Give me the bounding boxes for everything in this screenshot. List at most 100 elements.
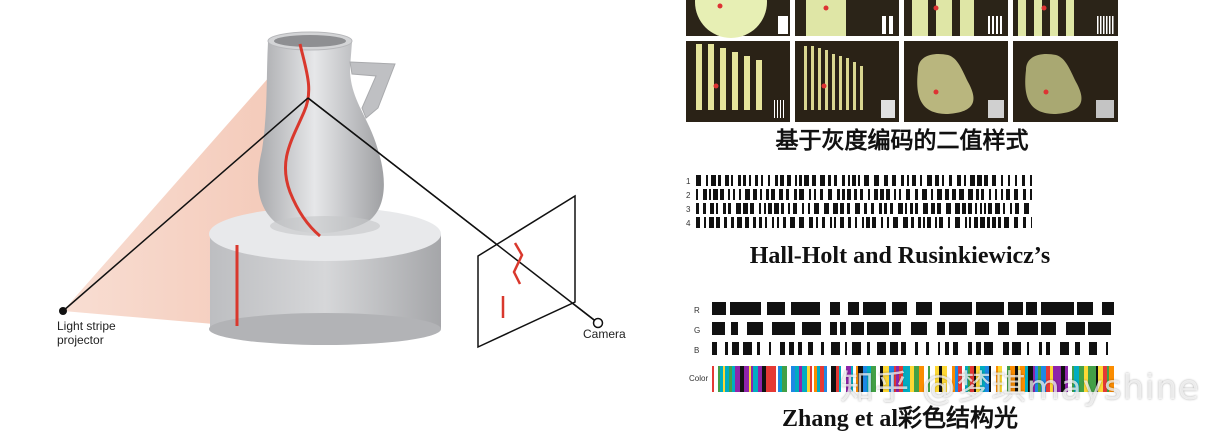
zhang-channel-stripe [845,342,847,355]
hall-holt-stripe [995,203,1000,214]
zhang-channel-stripe [953,342,958,355]
hall-holt-stripe [962,203,966,214]
zhang-channel-stripe [757,342,760,355]
hall-holt-stripe [783,217,786,228]
zhang-color-stripe [720,366,723,392]
hall-holt-stripe [959,189,964,200]
patterns-panel: 基于灰度编码的二值样式 1 2 3 4 Hall-Holt and Rusink… [680,0,1219,440]
zhang-color-stripe [1065,366,1068,392]
hall-holt-stripe [989,189,991,200]
hall-holt-stripe [898,203,903,214]
zhang-color-stripe [976,366,980,392]
hall-holt-stripe [980,217,985,228]
zhang-color-stripe [856,366,858,392]
hall-holt-stripe [696,203,699,214]
hall-holt-stripe [879,203,882,214]
hall-holt-stripe [955,203,960,214]
zhang-color-stripe [1015,366,1018,392]
zhang-channel-stripe [747,322,763,335]
hall-holt-stripe [948,217,950,228]
hall-holt-stripe [977,175,982,186]
zhang-color-stripe [807,366,810,392]
hall-holt-stripe [976,189,979,200]
hall-holt-stripe [709,189,711,200]
zhang-channel-stripe [725,342,728,355]
zhang-color-stripe [791,366,795,392]
hall-holt-stripe [848,175,850,186]
hall-holt-stripe [794,189,797,200]
hall-holt-stripe [862,217,864,228]
zhang-color-stripe [712,366,714,392]
hall-holt-stripe [1010,203,1012,214]
zhang-color-stripe [766,366,771,392]
hall-holt-stripe [703,189,707,200]
zhang-channel-stripe [867,342,870,355]
zhang-color-stripe [762,366,766,392]
hall-holt-stripe [716,217,720,228]
zhang-color-stripe [782,366,787,392]
zhang-color-stripe [863,366,867,392]
zhang-channel-stripe [712,322,725,335]
hall-holt-stripe [912,175,916,186]
camera-ray-2 [307,97,599,324]
hall-holt-stripe [833,203,838,214]
zhang-channel-stripe [1046,342,1050,355]
zhang-color-stripe [753,366,758,392]
zhang-channel-stripe [863,302,886,315]
hall-holt-stripe [728,189,730,200]
zhang-color-stripe [876,366,880,392]
zhang-channel-stripe [867,322,889,335]
hall-holt-stripe [937,203,941,214]
hall-holt-stripe [772,217,774,228]
zhang-channel-stripe [802,322,821,335]
zhang-channel-stripe [1008,302,1023,315]
hall-holt-stripe [872,217,876,228]
zhang-color-stripe [896,366,899,392]
zhang-channel-stripe [1106,342,1108,355]
hall-holt-stripe [992,217,996,228]
zhang-channel-stripe [772,322,795,335]
zhang-color-stripe [1074,366,1079,392]
hall-holt-caption: Hall-Holt and Rusinkiewicz’s [749,243,1051,269]
projector-label: Light stripe projector [57,319,116,347]
zhang-color-stripe [1084,366,1088,392]
hall-holt-stripe [808,203,810,214]
zhang-color-stripe [887,366,889,392]
hall-holt-stripe [886,189,890,200]
zhang-color-stripe [880,366,883,392]
hall-holt-stripe [750,203,754,214]
zhang-color-stripe [851,366,853,392]
hall-holt-stripe [864,203,867,214]
zhang-channel-stripe [940,302,972,315]
hall-holt-stripe [755,175,758,186]
hall-holt-stripe [768,175,770,186]
zhang-color-stripe [1103,366,1107,392]
hall-holt-stripe [847,189,851,200]
hall-holt-stripe [830,217,832,228]
hall-holt-stripe [968,189,973,200]
zhang-color-stripe [714,366,718,392]
hall-holt-stripe [969,217,971,228]
hall-holt-stripe [809,217,813,228]
zhang-channel-stripe [1012,342,1021,355]
zhang-color-stripe [732,366,735,392]
hall-holt-stripe [866,217,870,228]
zhang-color-stripe [787,366,791,392]
hall-holt-stripe-patterns [696,175,1032,228]
zhang-row-label-b: B [694,346,700,355]
hall-holt-stripe [743,203,748,214]
vase-opening [274,35,346,47]
diagram-canvas [59,31,604,349]
hall-holt-stripe [992,175,996,186]
projector-ray [62,97,309,312]
zhang-channel-stripe [1089,342,1097,355]
zhang-color-stripe [1010,366,1015,392]
hall-holt-stripe [1015,203,1019,214]
hall-holt-stripe [906,189,910,200]
hall-holt-stripe [1023,189,1026,200]
hall-holt-stripe [842,175,845,186]
hall-holt-stripe [955,217,960,228]
hall-holt-stripe [995,189,997,200]
hall-holt-stripe [957,175,961,186]
hall-holt-stripe [1006,189,1010,200]
